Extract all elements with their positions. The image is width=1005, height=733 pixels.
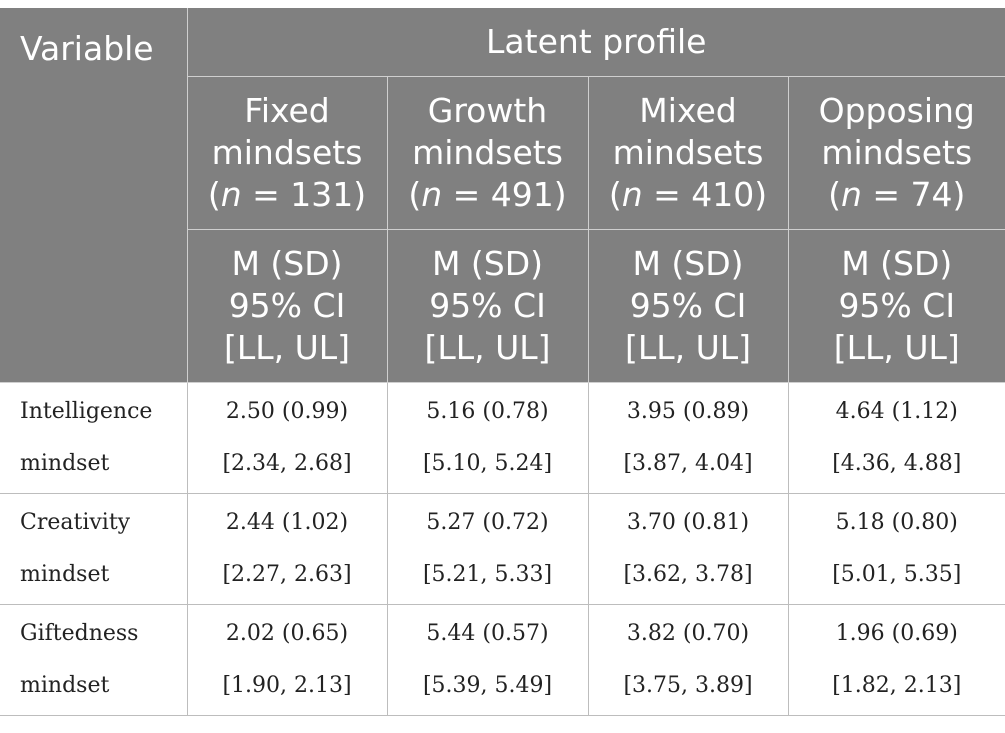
table-row: Creativity mindset 2.44 (1.02) [2.27, 2.63… <box>0 493 1005 605</box>
table-cell: 5.27 (0.72) [5.21, 5.33] <box>387 493 589 605</box>
table-cell: 2.50 (0.99) [2.34, 2.68] <box>187 382 388 494</box>
profile-header-mixed: Mixed mindsets (n = 410) <box>588 76 789 230</box>
stat-header: M (SD) 95% CI [LL, UL] <box>187 229 388 383</box>
mindset-profile-table: Variable Latent profile Fixed mindsets (… <box>0 8 1005 716</box>
profile-header-growth: Growth mindsets (n = 491) <box>387 76 589 230</box>
table-row: Intelligence mindset 2.50 (0.99) [2.34, 2.… <box>0 382 1005 494</box>
row-label: Giftedness mindset <box>0 604 188 716</box>
table-cell: 3.70 (0.81) [3.62, 3.78] <box>588 493 789 605</box>
stat-header: M (SD) 95% CI [LL, UL] <box>588 229 789 383</box>
row-label: Creativity mindset <box>0 493 188 605</box>
table-cell: 5.44 (0.57) [5.39, 5.49] <box>387 604 589 716</box>
table-cell: 5.18 (0.80) [5.01, 5.35] <box>788 493 1005 605</box>
variable-header: Variable <box>0 8 188 383</box>
latent-profile-header: Latent profile <box>187 8 1005 77</box>
table-cell: 1.96 (0.69) [1.82, 2.13] <box>788 604 1005 716</box>
table-cell: 3.82 (0.70) [3.75, 3.89] <box>588 604 789 716</box>
row-label: Intelligence mindset <box>0 382 188 494</box>
table-cell: 3.95 (0.89) [3.87, 4.04] <box>588 382 789 494</box>
stat-header: M (SD) 95% CI [LL, UL] <box>788 229 1005 383</box>
table-cell: 2.02 (0.65) [1.90, 2.13] <box>187 604 388 716</box>
table-cell: 5.16 (0.78) [5.10, 5.24] <box>387 382 589 494</box>
stat-header: M (SD) 95% CI [LL, UL] <box>387 229 589 383</box>
profile-header-fixed: Fixed mindsets (n = 131) <box>187 76 388 230</box>
table-row: Giftedness mindset 2.02 (0.65) [1.90, 2.13… <box>0 604 1005 716</box>
profile-header-opposing: Opposing mindsets (n = 74) <box>788 76 1005 230</box>
table-cell: 4.64 (1.12) [4.36, 4.88] <box>788 382 1005 494</box>
table-cell: 2.44 (1.02) [2.27, 2.63] <box>187 493 388 605</box>
